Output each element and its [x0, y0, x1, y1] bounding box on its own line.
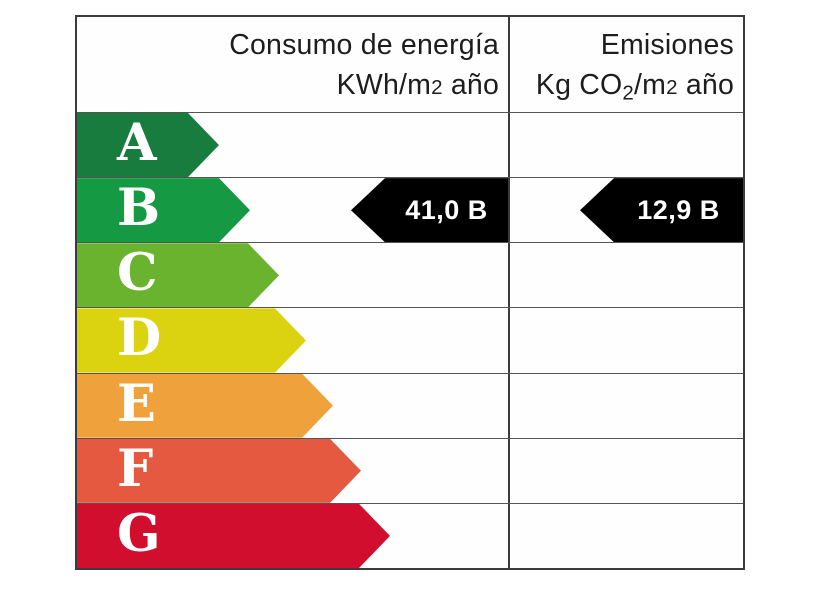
consumption-unit: KWh/m2 año: [336, 69, 499, 101]
rating-letter-c: C: [117, 243, 158, 304]
rating-arrow-f: F: [77, 439, 361, 503]
rating-arrow-g: G: [77, 504, 390, 568]
emissions-title: Emisiones: [600, 29, 734, 61]
consumption-title: Consumo de energía: [229, 29, 499, 61]
rating-row-g: G: [77, 502, 743, 568]
rating-letter-a: A: [117, 113, 157, 174]
rating-arrow-d: D: [77, 308, 306, 372]
emissions-column-header: Emisiones Kg CO2/m2 año: [510, 17, 743, 112]
consumption-column-header: Consumo de energía KWh/m2 año: [77, 17, 510, 112]
rating-row-e: E: [77, 372, 743, 438]
rating-arrow-e: E: [77, 374, 333, 438]
rating-letter-b: B: [117, 178, 161, 239]
emissions-unit: Kg CO2/m2 año: [535, 69, 734, 105]
rating-row-d: D: [77, 307, 743, 373]
rating-letter-e: E: [117, 373, 156, 434]
rating-arrow-a: A: [77, 113, 219, 177]
rating-row-f: F: [77, 437, 743, 503]
rating-arrow-c: C: [77, 243, 279, 307]
rating-row-a: A: [77, 112, 743, 178]
table-header: Consumo de energía KWh/m2 año Emisiones …: [77, 17, 743, 112]
rating-letter-f: F: [117, 438, 154, 499]
rating-table: Consumo de energía KWh/m2 año Emisiones …: [75, 15, 745, 570]
emissions-value: 12,9 B: [637, 194, 720, 225]
rating-arrow-b: B: [77, 178, 250, 242]
rating-row-c: C: [77, 242, 743, 308]
consumption-value-arrow: 41,0 B: [351, 178, 508, 243]
rating-letter-d: D: [117, 308, 162, 369]
emissions-value-arrow: 12,9 B: [580, 178, 743, 243]
rating-letter-g: G: [117, 504, 161, 565]
rating-rows: A B 41,0 B 12,9 B: [77, 112, 743, 568]
rating-row-b: B 41,0 B 12,9 B: [77, 177, 743, 243]
consumption-value: 41,0 B: [405, 194, 488, 225]
